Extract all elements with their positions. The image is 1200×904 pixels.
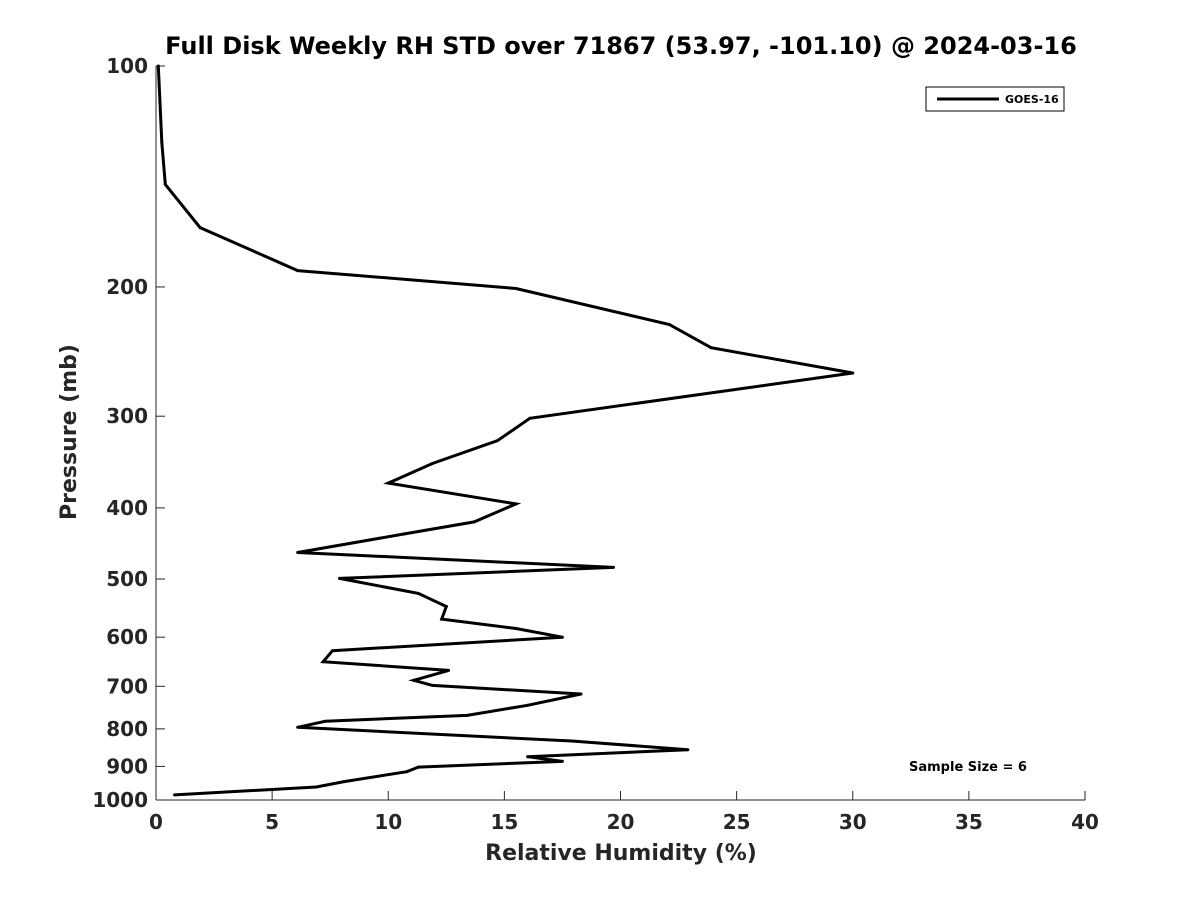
data-point	[173, 793, 177, 797]
data-point	[472, 520, 476, 524]
x-tick-label: 40	[1071, 810, 1099, 834]
y-tick-label: 200	[106, 275, 148, 299]
y-tick-label: 600	[106, 625, 148, 649]
data-point	[386, 481, 390, 485]
y-tick-label: 400	[106, 496, 148, 520]
data-point	[514, 502, 518, 506]
x-tick-label: 25	[723, 810, 751, 834]
data-point	[579, 692, 583, 696]
y-tick-label: 900	[106, 754, 148, 778]
x-tick-label: 15	[490, 810, 518, 834]
data-point	[198, 226, 202, 230]
x-tick-label: 10	[374, 810, 402, 834]
data-point	[430, 462, 434, 465]
data-point	[412, 678, 416, 682]
x-tick-label: 35	[955, 810, 983, 834]
data-point	[526, 755, 530, 759]
data-point	[440, 617, 444, 621]
data-point	[160, 140, 164, 144]
x-tick-label: 20	[607, 810, 635, 834]
data-point	[338, 576, 341, 580]
sample-size-annotation: Sample Size = 6	[909, 760, 1027, 775]
data-point	[416, 765, 420, 769]
data-point	[514, 287, 518, 290]
data-point	[560, 759, 564, 763]
x-tick-label: 30	[839, 810, 867, 834]
y-axis-label: Pressure (mb)	[57, 344, 82, 520]
data-point	[444, 605, 448, 608]
data-point	[416, 591, 420, 595]
data-point	[465, 713, 469, 717]
data-point	[612, 565, 615, 569]
y-tick-label: 300	[106, 404, 148, 428]
data-point	[331, 649, 334, 653]
data-point	[447, 668, 451, 672]
x-tick-label: 5	[265, 810, 279, 834]
y-tick-label: 1000	[92, 788, 148, 812]
data-point	[296, 269, 300, 273]
data-point	[403, 532, 406, 536]
x-tick-label: 0	[149, 810, 163, 834]
data-point	[526, 703, 530, 707]
legend-label-goes16: GOES-16	[1005, 93, 1059, 106]
data-point	[296, 551, 300, 554]
data-point	[342, 780, 346, 784]
y-tick-label: 100	[106, 54, 148, 78]
data-point	[560, 635, 564, 639]
data-point	[514, 627, 518, 630]
data-point	[314, 785, 318, 789]
data-point	[163, 182, 167, 186]
data-point	[430, 683, 434, 687]
data-point	[686, 748, 690, 752]
data-point	[495, 439, 499, 443]
axes: 0 5 10 15 20 25 30 35 40 100 200 300 400 500 600 700 800…	[92, 54, 1099, 834]
data-point	[528, 416, 532, 420]
data-point	[667, 323, 671, 326]
data-point	[851, 371, 855, 375]
y-tick-label: 500	[106, 567, 148, 591]
legend: GOES-16	[925, 86, 1065, 112]
data-point	[324, 719, 327, 723]
data-point	[709, 346, 713, 350]
data-point	[321, 660, 325, 664]
data-point	[570, 739, 574, 743]
y-tick-label: 800	[106, 717, 148, 741]
data-point	[156, 64, 160, 68]
y-tick-label: 700	[106, 674, 148, 698]
data-series	[156, 64, 855, 797]
x-axis-label: Relative Humidity (%)	[485, 841, 757, 866]
data-point	[296, 725, 300, 729]
data-point	[405, 770, 409, 774]
chart-title: Full Disk Weekly RH STD over 71867 (53.9…	[165, 32, 1077, 60]
